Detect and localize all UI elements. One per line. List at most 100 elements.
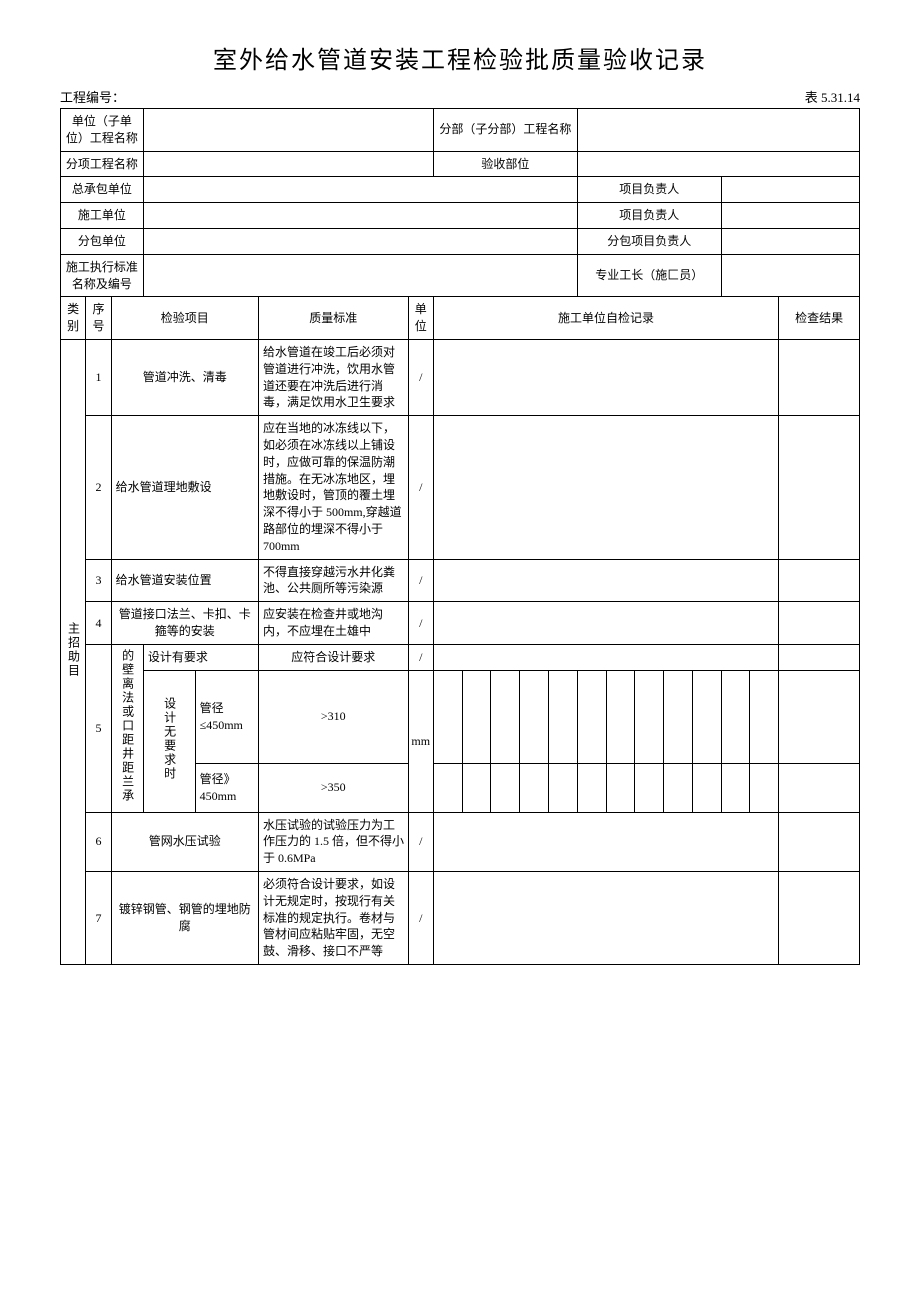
seq-3: 3 (86, 559, 111, 602)
check-5b-2 (462, 670, 491, 763)
check-2 (433, 416, 778, 559)
result-2 (779, 416, 860, 559)
row5-diam-large-std: >350 (258, 763, 408, 812)
unit-4: / (408, 602, 433, 645)
seq-2: 2 (86, 416, 111, 559)
col-inspection-item: 检验项目 (111, 297, 258, 340)
unit-7: / (408, 871, 433, 964)
sub-project-leader-label: 分包项目负责人 (577, 228, 721, 254)
unit-2: / (408, 416, 433, 559)
check-7 (433, 871, 778, 964)
check-5c-11 (721, 763, 750, 812)
item-7: 镀锌钢管、钢管的埋地防腐 (111, 871, 258, 964)
row5-design-req-std: 应符合设计要求 (258, 644, 408, 670)
row5-diam-small-std: >310 (258, 670, 408, 763)
row5-vert-label: 的壁离法或口距井距兰承 (111, 644, 143, 812)
col-category: 类别 (61, 297, 86, 340)
sub-contractor-label: 分包单位 (61, 228, 144, 254)
table-number: 表 5.31.14 (805, 87, 860, 106)
unit-project-val (143, 109, 433, 152)
check-3 (433, 559, 778, 602)
general-contractor-val (143, 177, 577, 203)
check-5b-7 (606, 670, 635, 763)
seq-7: 7 (86, 871, 111, 964)
standard-6: 水压试验的试验压力为工作压力的 1.5 倍，但不得小于 0.6MPa (258, 812, 408, 871)
header-row-6: 施工执行标准名称及编号 专业工长（施匚员） (61, 254, 860, 297)
table-row: 7 镀锌钢管、钢管的埋地防腐 必须符合设计要求，如设计无规定时，按现行有关标准的… (61, 871, 860, 964)
seq-5: 5 (86, 644, 111, 812)
check-5b-9 (664, 670, 693, 763)
sub-division-val (577, 109, 859, 152)
item-6: 管网水压试验 (111, 812, 258, 871)
table-row: 4 管道接口法兰、卡扣、卡箍等的安装 应安装在检查井或地沟内，不应埋在土雄中 / (61, 602, 860, 645)
check-5a (433, 644, 778, 670)
check-5c-9 (664, 763, 693, 812)
table-row: 2 给水管道理地敷设 应在当地的冰冻线以下，如必须在冰冻线以上铺设时，应做可靠的… (61, 416, 860, 559)
result-4 (779, 602, 860, 645)
standard-7: 必须符合设计要求，如设计无规定时，按现行有关标准的规定执行。卷材与管材间应粘贴牢… (258, 871, 408, 964)
check-6 (433, 812, 778, 871)
check-5c-10 (692, 763, 721, 812)
item-2: 给水管道理地敷设 (111, 416, 258, 559)
check-5c-2 (462, 763, 491, 812)
header-row-3: 总承包单位 项目负责人 (61, 177, 860, 203)
unit-project-label: 单位（子单位）工程名称 (61, 109, 144, 152)
header-row-5: 分包单位 分包项目负责人 (61, 228, 860, 254)
foreman-val (721, 254, 859, 297)
result-5b (779, 670, 860, 763)
standard-4: 应安装在检查井或地沟内，不应埋在土雄中 (258, 602, 408, 645)
project-leader-label: 项目负责人 (577, 177, 721, 203)
row5-design-req-label: 设计有要求 (143, 644, 258, 670)
check-5c-4 (520, 763, 549, 812)
seq-1: 1 (86, 339, 111, 415)
header-row-2: 分项工程名称 验收部位 (61, 151, 860, 177)
construction-unit-val (143, 203, 577, 229)
col-quality-standard: 质量标准 (258, 297, 408, 340)
check-5c-3 (491, 763, 520, 812)
result-7 (779, 871, 860, 964)
standard-2: 应在当地的冰冻线以下，如必须在冰冻线以上铺设时，应做可靠的保温防潮措施。在无冰冻… (258, 416, 408, 559)
table-row: 3 给水管道安装位置 不得直接穿越污水井化粪池、公共厕所等污染源 / (61, 559, 860, 602)
page-title: 室外给水管道安装工程检验批质量验收记录 (60, 40, 860, 75)
col-unit: 单位 (408, 297, 433, 340)
sub-item-val (143, 151, 433, 177)
project-number-label: 工程编号： (60, 87, 125, 106)
item-1: 管道冲洗、清毒 (111, 339, 258, 415)
unit-1: / (408, 339, 433, 415)
standard-label: 施工执行标准名称及编号 (61, 254, 144, 297)
check-5b-6 (577, 670, 606, 763)
row5-unit: mm (408, 670, 433, 812)
check-5b-8 (635, 670, 664, 763)
table-row: 主招助目 1 管道冲洗、清毒 给水管道在竣工后必须对管道进行冲洗，饮用水管道还要… (61, 339, 860, 415)
result-1 (779, 339, 860, 415)
acceptance-part-val (577, 151, 859, 177)
construction-unit-label: 施工单位 (61, 203, 144, 229)
item-4: 管道接口法兰、卡扣、卡箍等的安装 (111, 602, 258, 645)
result-6 (779, 812, 860, 871)
check-5c-1 (433, 763, 462, 812)
unit-6: / (408, 812, 433, 871)
sub-project-leader-val (721, 228, 859, 254)
row5-design-req-unit: / (408, 644, 433, 670)
project-leader2-label: 项目负责人 (577, 203, 721, 229)
unit-3: / (408, 559, 433, 602)
standard-1: 给水管道在竣工后必须对管道进行冲洗，饮用水管道还要在冲洗后进行消毒，满足饮用水卫… (258, 339, 408, 415)
row5-diam-large-label: 管径》450mm (195, 763, 258, 812)
table-row: 设计无要求时 管径≤450mm >310 mm (61, 670, 860, 763)
main-table: 单位（子单位）工程名称 分部（子分部）工程名称 分项工程名称 验收部位 总承包单… (60, 108, 860, 965)
table-row: 6 管网水压试验 水压试验的试验压力为工作压力的 1.5 倍，但不得小于 0.6… (61, 812, 860, 871)
sub-division-label: 分部（子分部）工程名称 (433, 109, 577, 152)
check-5c-8 (635, 763, 664, 812)
check-5c-7 (606, 763, 635, 812)
check-5b-1 (433, 670, 462, 763)
sub-contractor-val (143, 228, 577, 254)
general-contractor-label: 总承包单位 (61, 177, 144, 203)
table-row: 5 的壁离法或口距井距兰承 设计有要求 应符合设计要求 / (61, 644, 860, 670)
standard-val (143, 254, 577, 297)
check-5b-10 (692, 670, 721, 763)
check-5c-12 (750, 763, 779, 812)
check-5c-6 (577, 763, 606, 812)
check-5b-3 (491, 670, 520, 763)
col-self-check: 施工单位自检记录 (433, 297, 778, 340)
sub-item-label: 分项工程名称 (61, 151, 144, 177)
